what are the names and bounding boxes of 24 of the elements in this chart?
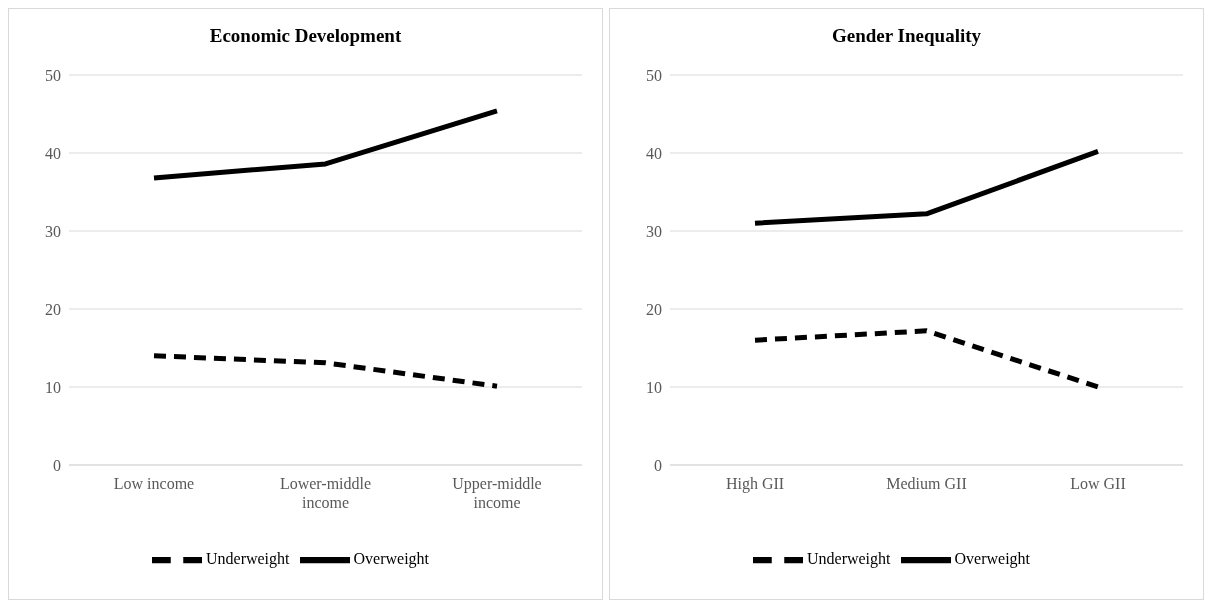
x-tick-label: Lower-middle income [279,475,372,511]
y-tick-label: 50 [45,66,61,84]
y-tick-label: 10 [45,378,61,396]
x-tick-label: Upper-middle income [452,475,542,511]
y-tick-label: 30 [45,222,61,240]
x-tick-label: Medium GII [886,475,967,492]
chart-title: Gender Inequality [831,25,982,48]
y-tick-label: 10 [646,378,662,396]
y-tick-label: 40 [45,144,61,162]
y-tick-label: 30 [646,222,662,240]
y-tick-label: 20 [646,300,662,318]
x-tick-label: Low GII [1070,475,1126,492]
legend-label: Underweight [806,549,891,567]
x-tick-label: High GII [725,475,785,493]
y-tick-label: 0 [654,456,662,474]
legend-label: Underweight [205,549,290,567]
y-tick-label: 20 [45,300,61,318]
y-tick-label: 50 [646,66,662,84]
legend-label: Overweight [353,549,430,567]
x-tick-label: Low income [113,475,195,492]
legend-label: Overweight [954,549,1031,567]
chart-title: Economic Development [208,25,403,48]
y-tick-label: 0 [53,456,61,474]
y-tick-label: 40 [646,144,662,162]
